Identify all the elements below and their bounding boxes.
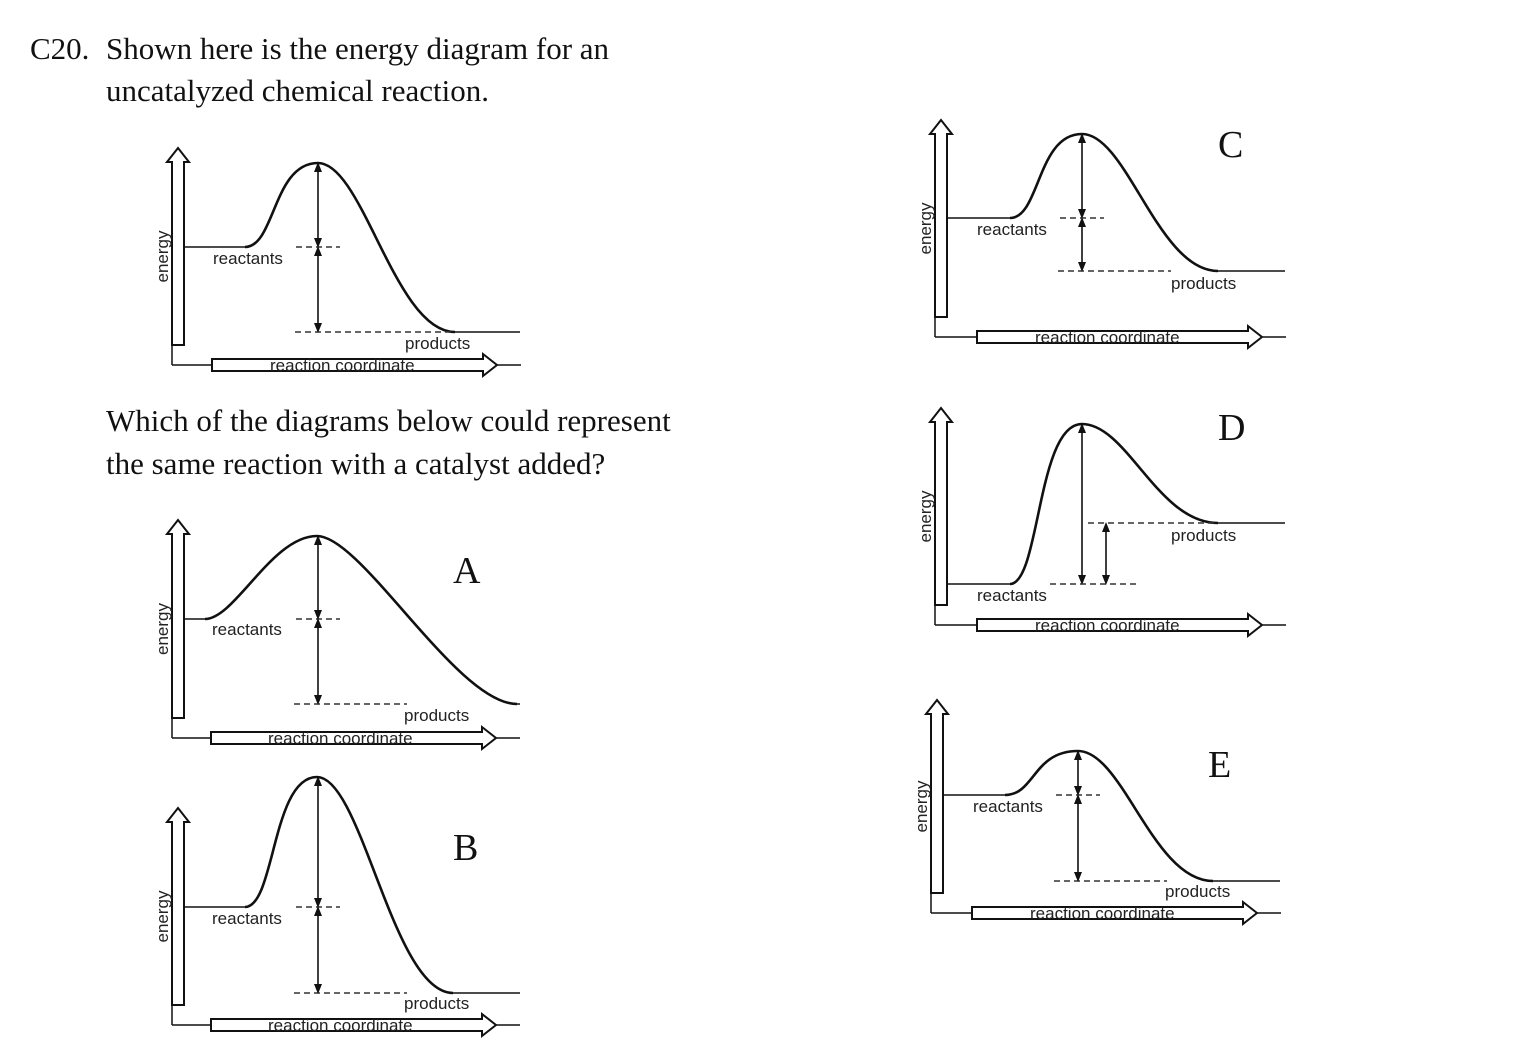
reactants-label: reactants [977,220,1047,239]
products-label: products [404,994,469,1013]
option-letter-b: B [453,827,478,869]
reaction-coordinate-arrow [210,1011,498,1039]
reaction-coordinate-label: reaction coordinate [268,1016,413,1035]
reaction-coordinate-label: reaction coordinate [270,356,415,375]
reaction-coordinate-label: reaction coordinate [1030,904,1175,923]
option-letter-a: A [453,550,481,592]
reaction-coordinate-arrow [211,351,499,379]
reaction-coordinate-arrow [210,724,498,752]
products-label: products [1171,526,1236,545]
reaction-coordinate-arrow [976,323,1264,351]
products-label: products [404,706,469,725]
energy-curve [1009,422,1219,586]
energy-axis-arrow [164,518,192,719]
question-line-2: uncatalyzed chemical reaction. [106,73,489,108]
energy-label: energy [153,890,172,942]
reaction-coordinate-label: reaction coordinate [1035,328,1180,347]
products-label: products [1165,882,1230,901]
products-label: products [405,334,470,353]
reaction-coordinate-label: reaction coordinate [1035,616,1180,635]
reaction-coordinate-arrow [971,899,1259,927]
energy-axis-arrow [164,146,192,346]
reactants-label: reactants [213,249,283,268]
diagram-original: energy reaction coordinate reactants produc… [153,146,521,379]
energy-axis-arrow [927,406,955,606]
energy-label: energy [912,780,931,832]
option-letter-c: C [1218,124,1243,166]
energy-curve [204,534,518,706]
energy-curve [1004,749,1214,883]
diagram-option-d: energy reaction coordinate reactants produc… [916,406,1286,639]
reaction-coordinate-label: reaction coordinate [268,729,413,748]
option-letter-d: D [1218,407,1245,449]
energy-axis-arrow [927,118,955,318]
question-line-1: Shown here is the energy diagram for an [106,31,610,66]
reactants-label: reactants [973,797,1043,816]
reactants-label: reactants [212,620,282,639]
energy-label: energy [153,230,172,282]
energy-curve [244,775,454,995]
diagram-option-b: energy reaction coordinate reactants produc… [153,775,520,1039]
energy-curve [244,161,456,334]
prompt-line-2: the same reaction with a catalyst added? [106,446,606,481]
prompt-line-1: Which of the diagrams below could repres… [106,403,671,438]
energy-axis-arrow [923,698,951,894]
diagram-option-e: energy reaction coordinate reactants produc… [912,698,1281,927]
energy-curve [1009,132,1219,273]
reaction-coordinate-arrow [976,611,1264,639]
diagram-option-c: energy reaction coordinate reactants produc… [916,118,1286,351]
energy-label: energy [916,490,935,542]
reactants-label: reactants [977,586,1047,605]
diagram-option-a: energy reaction coordinate reactants produc… [153,518,520,752]
energy-label: energy [916,202,935,254]
option-letter-e: E [1208,744,1231,786]
products-label: products [1171,274,1236,293]
energy-label: energy [153,603,172,655]
question-number: C20. [30,31,90,66]
energy-axis-arrow [164,806,192,1006]
reactants-label: reactants [212,909,282,928]
